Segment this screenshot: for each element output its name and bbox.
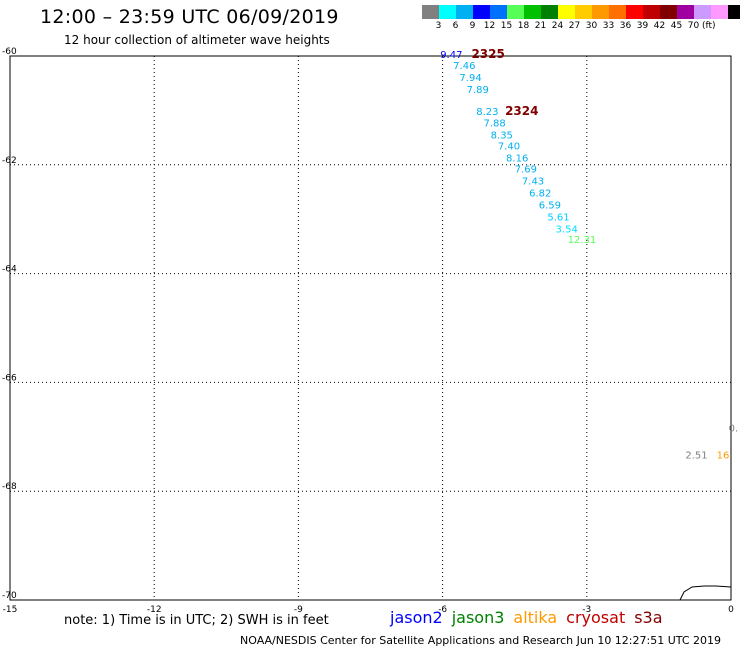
scale-swatch	[694, 5, 711, 19]
map-frame	[9, 55, 732, 601]
scale-swatch	[660, 5, 677, 19]
wave-height-label: 5.61	[547, 212, 569, 223]
lon-tick-label: -12	[147, 605, 162, 615]
scale-label: 15	[500, 21, 513, 31]
scale-swatch	[490, 5, 507, 19]
coastline	[679, 585, 732, 601]
lon-tick-label: 0	[728, 605, 734, 615]
scale-swatch	[677, 5, 694, 19]
legend-cryosat: cryosat	[566, 608, 626, 627]
scale-label: 27	[568, 21, 581, 31]
lat-tick-label: -68	[2, 482, 17, 492]
color-scale	[422, 5, 740, 19]
scale-label: 36	[619, 21, 632, 31]
satellite-legend: jason2 jason3 altika cryosat s3a	[390, 608, 672, 627]
pass-time-label: 2325	[471, 47, 504, 61]
color-scale-labels: 3 6 9 12 15 18 21 24 27 30 33 36 39 42 45 70 (ft)	[422, 21, 728, 31]
legend-altika: altika	[513, 608, 558, 627]
scale-swatch	[456, 5, 473, 19]
footer-note: note: 1) Time is in UTC; 2) SWH is in fe…	[64, 613, 329, 628]
legend-jason2: jason2	[390, 608, 443, 627]
scale-swatch	[507, 5, 524, 19]
scale-label: 9	[469, 21, 476, 31]
scale-swatch	[711, 5, 728, 19]
map-subtitle: 12 hour collection of altimeter wave hei…	[64, 33, 330, 47]
scale-unit: (ft)	[702, 21, 716, 31]
lon-tick-label: -3	[582, 605, 591, 615]
lat-tick-label: -64	[2, 265, 17, 275]
wave-height-label: 7.88	[483, 119, 505, 130]
scale-swatch	[609, 5, 626, 19]
pass-time-label: 2324	[505, 104, 538, 118]
wave-height-label: 7.89	[467, 85, 489, 96]
footer-credit: NOAA/NESDIS Center for Satellite Applica…	[240, 634, 722, 647]
wave-height-label: 8.35	[491, 131, 513, 142]
legend-s3a: s3a	[634, 608, 663, 627]
lat-tick-label: -66	[2, 373, 17, 383]
wave-height-label: 7.46	[453, 61, 475, 72]
scale-swatch	[728, 5, 740, 19]
scale-swatch	[558, 5, 575, 19]
lon-tick-label: -9	[294, 605, 303, 615]
scale-label: 18	[517, 21, 530, 31]
scale-swatch	[592, 5, 609, 19]
lat-tick-label: -62	[2, 156, 17, 166]
scale-label: 30	[585, 21, 598, 31]
lon-tick-label: -15	[3, 605, 18, 615]
wave-height-label: 7.40	[498, 142, 520, 153]
wave-height-label: 6.82	[529, 188, 551, 199]
wave-height-label: 2.51	[685, 451, 707, 462]
scale-swatch	[473, 5, 490, 19]
legend-jason3: jason3	[451, 608, 505, 627]
wave-height-label: 16	[717, 451, 730, 462]
scale-label: 33	[602, 21, 615, 31]
wave-height-label: 7.69	[515, 164, 537, 175]
scale-label: 70	[687, 21, 700, 31]
wave-height-label: 7.43	[522, 176, 544, 187]
lat-tick-label: -60	[2, 47, 17, 57]
scale-label: 21	[534, 21, 547, 31]
map-title: 12:00 – 23:59 UTC 06/09/2019	[40, 6, 339, 28]
scale-label: 39	[636, 21, 649, 31]
wave-height-label: 8.16	[506, 154, 528, 165]
scale-swatch	[575, 5, 592, 19]
scale-label: 6	[452, 21, 459, 31]
wave-height-label: 0.	[729, 423, 739, 434]
wave-height-label: 6.59	[539, 200, 561, 211]
wave-height-label: 8.23	[476, 107, 498, 118]
scale-swatch	[422, 5, 439, 19]
wave-height-label: 3.54	[556, 224, 578, 235]
lon-tick-label: -6	[438, 605, 447, 615]
wave-height-label: 9.47	[440, 50, 462, 61]
scale-swatch	[626, 5, 643, 19]
scale-label: 12	[483, 21, 496, 31]
wave-height-label: 12.31	[568, 235, 597, 246]
scale-swatch	[643, 5, 660, 19]
scale-swatch	[541, 5, 558, 19]
scale-label: 45	[670, 21, 683, 31]
wave-height-label: 7.94	[459, 73, 481, 84]
scale-label: 42	[653, 21, 666, 31]
scale-swatch	[439, 5, 456, 19]
scale-label: 3	[435, 21, 442, 31]
scale-swatch	[524, 5, 541, 19]
scale-label: 24	[551, 21, 564, 31]
lat-tick-label: -70	[2, 591, 17, 601]
